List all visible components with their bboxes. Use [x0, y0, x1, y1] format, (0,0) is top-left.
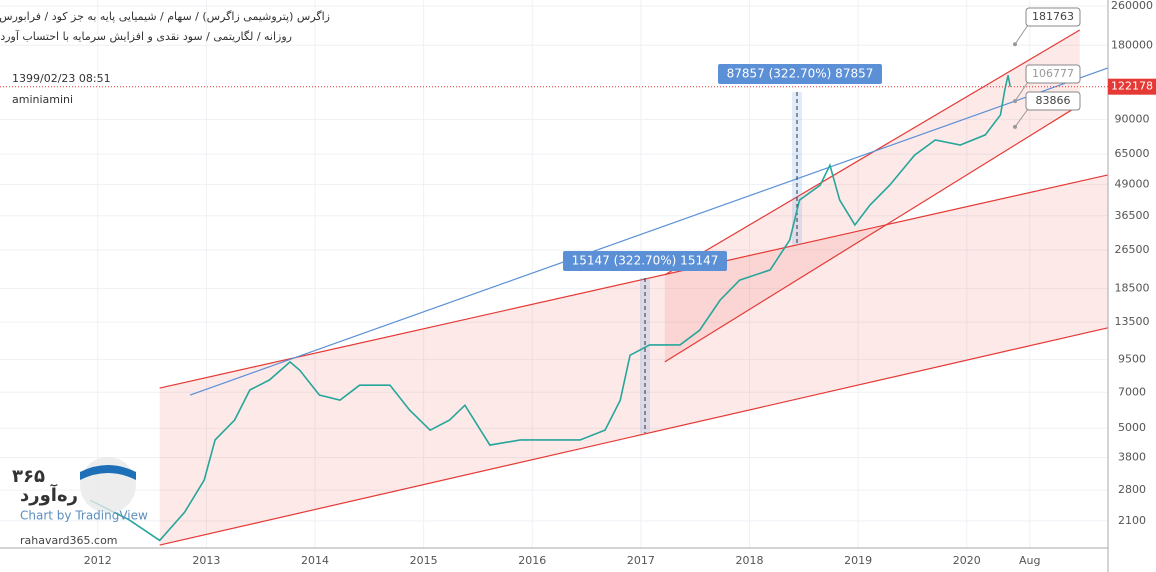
channel-fill — [159, 174, 1108, 546]
chart-title: زاگرس (پتروشیمی زاگرس) / سهام / شیمیایی … — [0, 10, 330, 23]
callout-point — [1013, 42, 1017, 47]
plot — [89, 29, 1109, 546]
x-tick-label: 2016 — [518, 554, 546, 567]
y-tick-label: 49000 — [1115, 177, 1150, 190]
callout-label: 83866 — [1036, 94, 1071, 107]
y-tick-label: 2800 — [1118, 483, 1146, 496]
logo: ۳۶۵ ره‌آورد Chart by TradingView rahavar… — [12, 457, 148, 547]
x-tick-label: 2012 — [84, 554, 112, 567]
x-tick-label: 2020 — [953, 554, 981, 567]
x-tick-label: 2017 — [627, 554, 655, 567]
chart-subtitle: روزانه / لگاریتمی / سود نقدی و افزایش سر… — [0, 29, 292, 43]
logo-number: ۳۶۵ — [12, 466, 45, 487]
timestamp: 1399/02/23 08:51 — [12, 72, 111, 85]
x-tick-label: 2018 — [736, 554, 764, 567]
callout-box — [1025, 64, 1081, 84]
callout-leader — [1014, 108, 1029, 128]
callout-label: 106777 — [1032, 67, 1074, 80]
y-tick-label: 7000 — [1118, 385, 1146, 398]
y-tick-label: 13500 — [1115, 315, 1150, 328]
callout-point — [1013, 99, 1017, 104]
logo-band — [80, 465, 136, 480]
callout-leader — [1014, 81, 1029, 102]
last-price-tag — [1108, 78, 1156, 95]
measure-label: 87857 (322.70%) 87857 — [727, 67, 874, 81]
x-tick-label: 2019 — [844, 554, 872, 567]
trend-line — [159, 174, 1109, 389]
y-tick-label: 65000 — [1115, 147, 1150, 160]
y-tick-label: 90000 — [1115, 112, 1150, 125]
y-tick-label: 3800 — [1118, 451, 1146, 464]
trend-line — [159, 327, 1109, 546]
callout-point — [1013, 124, 1017, 129]
measure-range — [792, 92, 802, 245]
y-tick-label: 36500 — [1115, 209, 1150, 222]
callout-box — [1025, 7, 1081, 27]
logo-name: ره‌آورد — [20, 483, 78, 506]
callout-box — [1025, 91, 1081, 111]
trend-line — [189, 67, 1109, 396]
x-tick-label: Aug — [1019, 554, 1040, 567]
y-tick-label: 26500 — [1115, 243, 1150, 256]
y-tick-label: 2100 — [1118, 514, 1146, 527]
price-line — [89, 75, 1012, 542]
watermark: rahavard365.com — [20, 534, 118, 547]
y-tick-label: 9500 — [1118, 353, 1146, 366]
grid — [0, 0, 1108, 548]
measure-label: 15147 (322.70%) 15147 — [572, 254, 719, 268]
callout-leader — [1014, 24, 1029, 45]
x-tick-label: 2014 — [301, 554, 329, 567]
y-tick-label: 180000 — [1111, 38, 1153, 51]
tv-credit: Chart by TradingView — [20, 509, 148, 523]
author: aminiamini — [12, 93, 73, 106]
x-tick-label: 2015 — [410, 554, 438, 567]
y-tick-label: 5000 — [1118, 421, 1146, 434]
x-tick-label: 2013 — [192, 554, 220, 567]
callout-label: 181763 — [1032, 10, 1074, 23]
channel-fill — [664, 30, 1080, 362]
last-price-label: 122178 — [1111, 80, 1153, 93]
measure-box — [563, 251, 727, 271]
measure-box — [718, 64, 882, 84]
y-tick-label: 18500 — [1115, 281, 1150, 294]
trend-line — [664, 104, 1081, 363]
y-tick-label: 260000 — [1111, 0, 1153, 12]
